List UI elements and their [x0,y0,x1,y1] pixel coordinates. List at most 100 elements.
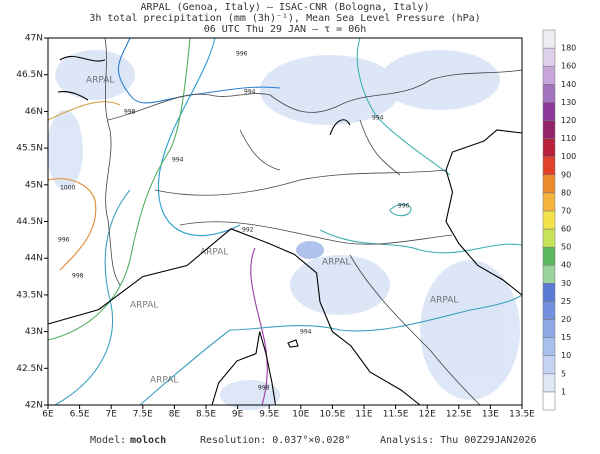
isobar [47,37,191,341]
footer-resolution: Resolution: 0.037°×0.028° [200,435,351,446]
watermark: ARPAL [86,76,114,86]
y-tick-label: 44.5N [16,217,43,227]
precip-area [380,50,500,110]
colorbar-box [542,283,556,302]
isobar-label: 994 [172,157,184,164]
colorbar-box [542,373,556,393]
x-tick-label: 11E [355,410,372,420]
x-tick-label: 7E [105,410,117,420]
isobar [117,37,281,104]
y-tick-label: 47N [25,34,43,44]
border [154,169,447,196]
map: 994 996 998 1000 998 996 994 992 994 994… [47,37,523,410]
colorbar-label: 140 [561,80,576,89]
colorbar-label: 120 [561,116,576,125]
x-tick-label: 8E [169,410,181,420]
header-line: 06 UTC Thu 29 JAN – τ = 06h [204,24,367,35]
colorbar-label: 130 [561,98,576,107]
isobar-labels: 994 996 998 1000 998 996 994 992 994 994… [58,51,410,392]
border [349,254,481,406]
isobar [47,101,121,121]
isobar [356,37,451,176]
x-tick-label: 6.5E [70,410,90,420]
precipitation [47,50,520,410]
colorbar-label: 1 [561,387,566,396]
colorbar-box [542,174,556,194]
x-tick-label: 12E [419,410,436,420]
borders [104,37,523,406]
isobar-label: 996 [58,237,70,244]
colorbar-label: 100 [561,152,576,161]
border [239,119,401,176]
border [107,69,523,121]
colorbar-box [542,102,556,121]
colorbar-label: 110 [561,134,576,143]
precip-area [55,50,135,100]
colorbar-label: 5 [561,369,566,378]
colorbar-box [542,65,556,85]
x-tick-label: 10.5E [320,410,346,420]
colorbar-box [542,138,556,157]
isobar [319,229,523,254]
y-tick-label: 42.5N [16,364,43,374]
y-tick-label: 45N [25,180,43,190]
x-tick-label: 9.5E [259,410,279,420]
colorbar-label: 160 [561,62,576,71]
precip-area [420,260,520,400]
colorbar-label: 40 [561,261,571,270]
colorbar-box [542,210,556,230]
isobar-label: 996 [398,203,410,210]
precip-area [290,255,390,315]
colorbar-box [542,228,556,248]
x-tick-label: 8.5E [196,410,216,420]
colorbar-box [542,301,556,320]
isobar-label: 994 [244,89,256,96]
isobar [54,189,131,406]
colorbar-label: 50 [561,243,571,252]
colorbar-label: 25 [561,297,571,306]
footer-label: Model: [90,435,126,446]
isobar-label: 998 [258,385,270,392]
isobar-label: 998 [124,109,136,116]
isobar [158,37,241,236]
colorbar-label: 180 [561,44,576,53]
colorbar-box [542,319,556,338]
colorbar-box [542,246,556,266]
coastline [211,331,277,406]
y-tick-label: 44N [25,254,43,264]
y-tick-label: 43N [25,327,43,337]
footer-model: moloch [130,435,166,446]
y-tick-label: 46.5N [16,70,43,80]
watermark: ARPAL [200,248,228,258]
colorbar-box [542,47,556,67]
watermarks: ARPAL ARPAL ARPAL ARPAL ARPAL ARPAL [86,76,458,386]
colorbar-label: 20 [561,315,571,324]
x-tick-label: 13E [482,410,499,420]
watermark: ARPAL [322,258,350,268]
footer-analysis: Analysis: Thu 00Z29JAN2026 [380,435,537,446]
header-line: ARPAL (Genoa, Italy) – ISAC-CNR (Bologna… [141,2,430,13]
x-tick-label: 10E [292,410,309,420]
colorbar-box [542,192,556,212]
colorbar-label: 15 [561,333,571,342]
x-tick-label: 13.5E [509,410,535,420]
precip-area [260,55,400,125]
x-tick-label: 7.5E [133,410,153,420]
colorbar-label: 10 [561,351,571,360]
colorbar-label: 30 [561,279,571,288]
isobars [47,37,523,406]
colorbar-box [542,391,556,411]
isobar [250,247,268,406]
coastline [47,228,421,406]
y-tick-label: 42N [25,401,43,411]
precip-area [296,241,324,259]
colorbar-label: 90 [561,170,571,179]
x-tick-label: 6E [42,410,54,420]
x-tick-label: 12.5E [446,410,472,420]
lake [57,55,351,136]
isobar [389,203,412,217]
isobar [139,294,523,406]
colorbar-label: 60 [561,225,571,234]
island [287,339,299,348]
